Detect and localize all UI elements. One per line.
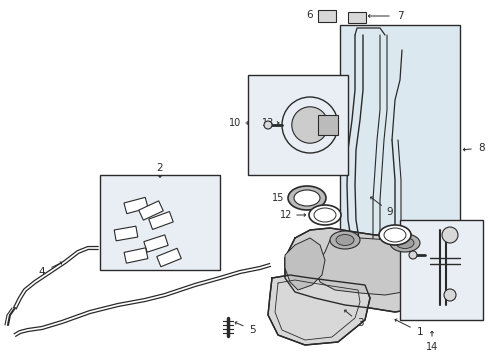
Bar [100, 175, 220, 270]
Bar [157, 248, 181, 267]
Ellipse shape [313, 208, 335, 222]
Ellipse shape [335, 234, 353, 246]
Ellipse shape [308, 205, 340, 225]
Bar [399, 220, 482, 320]
Ellipse shape [287, 186, 325, 210]
Ellipse shape [389, 234, 419, 252]
Text: 7: 7 [396, 11, 403, 21]
Bar [148, 212, 173, 229]
Text: 5: 5 [249, 325, 256, 335]
Circle shape [441, 227, 457, 243]
Circle shape [443, 289, 455, 301]
Polygon shape [285, 228, 459, 312]
Text: 12: 12 [401, 233, 413, 243]
Text: 6: 6 [306, 10, 313, 20]
Text: 13: 13 [262, 118, 274, 128]
Text: 3: 3 [356, 318, 363, 328]
Circle shape [291, 107, 327, 143]
Bar [143, 235, 168, 252]
Ellipse shape [378, 225, 410, 245]
Text: 15: 15 [271, 193, 284, 203]
Bar [114, 226, 138, 241]
Bar [339, 25, 459, 265]
Text: 14: 14 [425, 342, 437, 352]
Bar [247, 75, 347, 175]
Text: 2: 2 [156, 163, 163, 173]
Text: 4: 4 [39, 267, 45, 277]
Ellipse shape [293, 190, 319, 206]
Text: 10: 10 [228, 118, 241, 128]
Bar [123, 197, 148, 213]
Polygon shape [314, 238, 439, 295]
Bar [317, 10, 335, 22]
Polygon shape [285, 238, 325, 290]
Ellipse shape [395, 238, 413, 248]
Text: 8: 8 [478, 143, 484, 153]
Bar [124, 248, 147, 263]
Bar [317, 115, 337, 135]
Text: 12: 12 [279, 210, 292, 220]
Ellipse shape [329, 231, 359, 249]
Bar [347, 12, 365, 23]
Bar [139, 201, 163, 220]
Text: 9: 9 [386, 207, 392, 217]
Ellipse shape [383, 228, 405, 242]
Circle shape [264, 121, 271, 129]
Polygon shape [267, 275, 369, 345]
Text: 1: 1 [416, 327, 423, 337]
Circle shape [408, 251, 416, 259]
